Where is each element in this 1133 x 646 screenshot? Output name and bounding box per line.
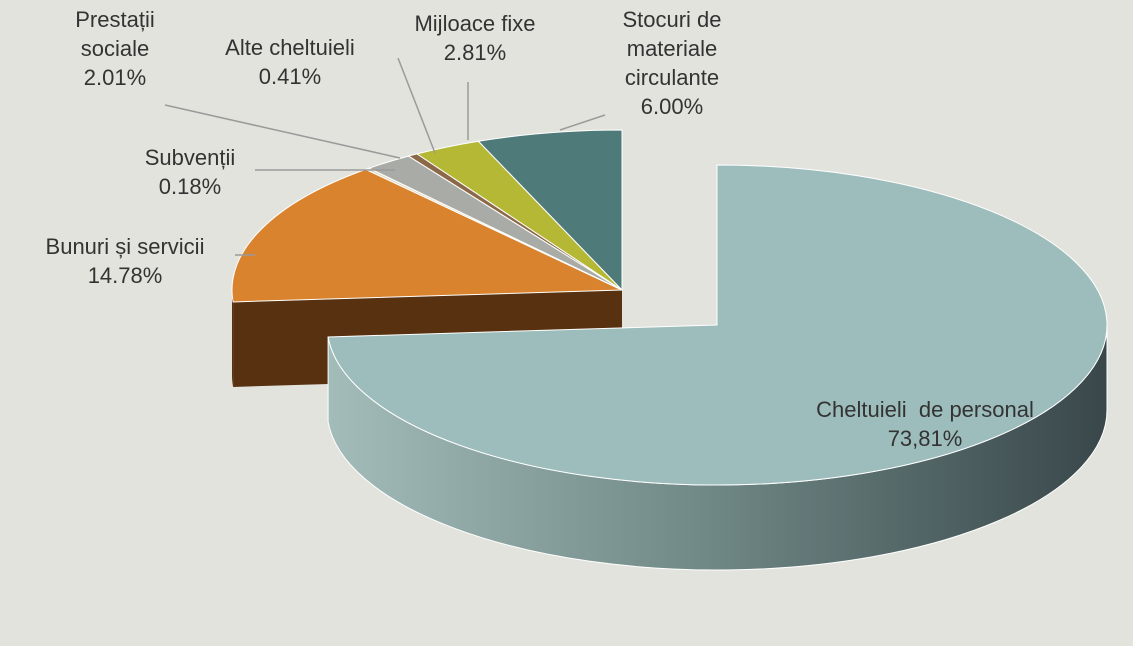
slice-label: Prestații sociale 2.01%	[55, 5, 175, 92]
slice-label: Bunuri și servicii 14.78%	[5, 232, 245, 290]
category-label: Cheltuieli de personal	[816, 397, 1034, 422]
category-label: Mijloace fixe	[414, 11, 536, 36]
value-label: 0.18%	[158, 174, 222, 199]
slice-label: Mijloace fixe 2.81%	[375, 9, 575, 67]
slice-side	[232, 290, 234, 387]
slice	[477, 129, 623, 292]
value-label: 6.00%	[640, 94, 704, 119]
category-label: Bunuri și servicii	[45, 234, 205, 259]
slice	[327, 164, 1108, 486]
value-label: 73,81%	[887, 426, 963, 451]
leader-line	[164, 104, 401, 159]
slice-label: Subvenții 0.18%	[110, 143, 270, 201]
category-label: Alte cheltuieli	[225, 35, 355, 60]
leader-line	[397, 57, 436, 154]
leader-line	[559, 114, 606, 131]
slice-label: Alte cheltuieli 0.41%	[190, 33, 390, 91]
slice-label: Stocuri de materiale circulante 6.00%	[597, 5, 747, 121]
value-label: 2.01%	[83, 65, 147, 90]
category-label: Prestații sociale	[75, 7, 161, 61]
slice-label: Cheltuieli de personal 73,81%	[810, 395, 1040, 453]
value-label: 0.41%	[258, 64, 322, 89]
slice	[231, 168, 623, 303]
value-label: 14.78%	[87, 263, 163, 288]
value-label: 2.81%	[443, 40, 507, 65]
category-label: Stocuri de materiale circulante	[622, 7, 728, 90]
category-label: Subvenții	[144, 145, 236, 170]
